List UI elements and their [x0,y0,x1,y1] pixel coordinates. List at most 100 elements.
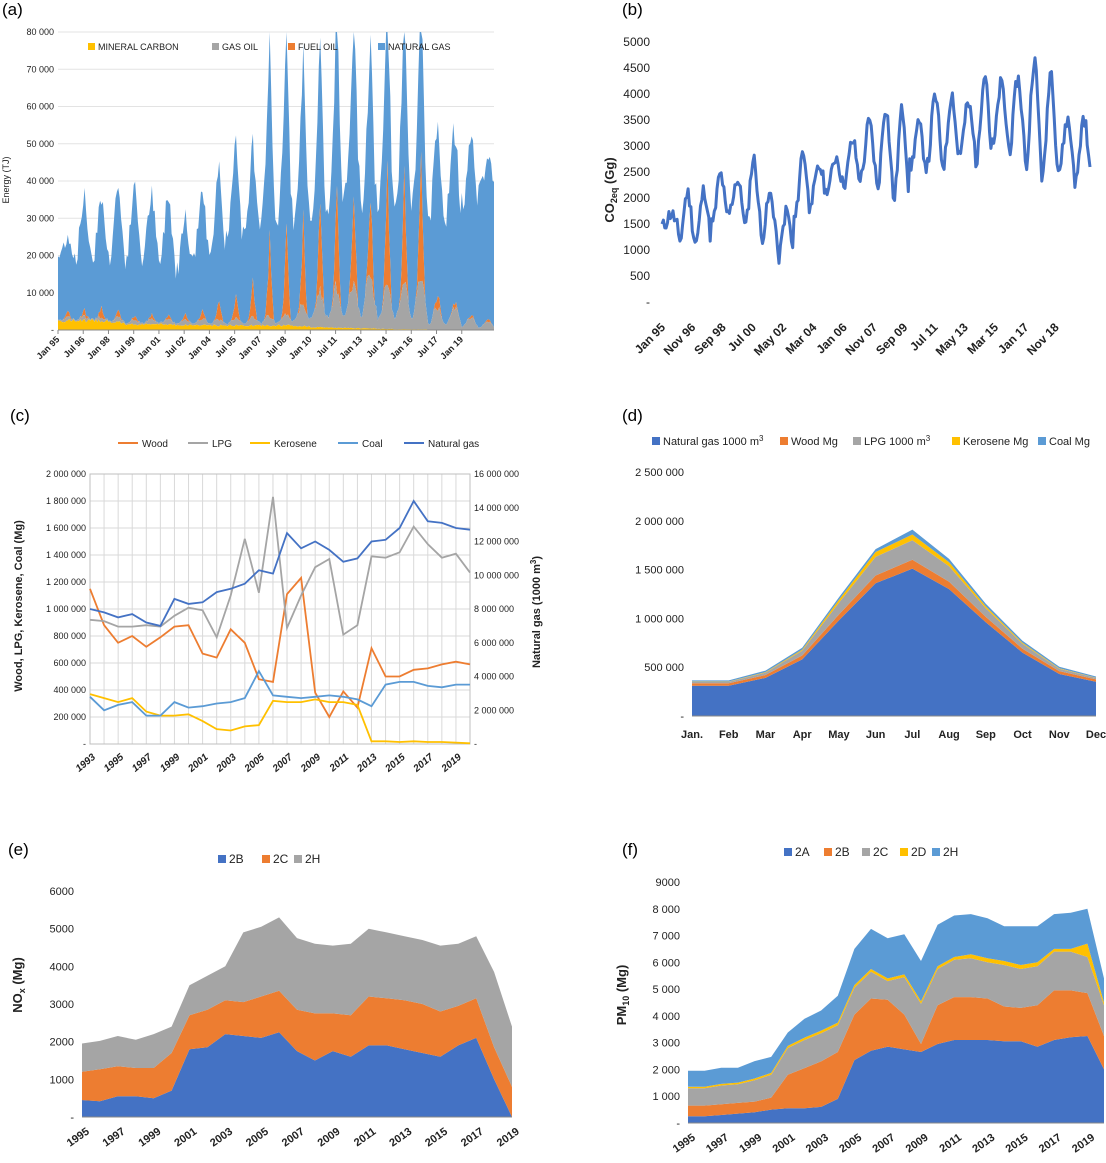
x-tick-label: 2015 [383,752,408,776]
y-tick-label: 5000 [50,924,74,936]
x-tick-label: Mar [756,729,776,741]
area-mineral-carbon [58,318,494,330]
x-tick-label: Jul 11 [314,334,339,359]
legend-label: GAS OIL [222,42,258,52]
x-tick-label: Jan 07 [236,334,263,361]
x-tick-label: Jul 02 [162,334,187,359]
y-tick-label: 50 000 [26,139,54,149]
x-tick-label: Dec [1086,729,1106,741]
chart-c-gridlines [89,473,471,745]
chart-f-areas [688,908,1104,1123]
area-gas-oil [58,274,494,330]
legend-swatch [784,848,792,856]
x-tick-label: Apr [793,729,813,741]
legend-swatch [900,848,908,856]
chart-d-legend: Natural gas 1000 m3 Wood Mg LPG 1000 m3 Ker… [652,434,1090,448]
legend-label: 2C [873,845,889,859]
chart-c-legend: Wood LPG Kerosene Coal Natural gas [118,439,479,450]
legend-swatch [862,848,870,856]
x-tick-label: Jul 05 [213,334,238,359]
area-fuel-oil [58,151,494,328]
panel-label-b: (b) [622,0,643,19]
x-tick-label: 2013 [387,1126,414,1150]
legend-swatch [294,855,302,863]
line-lpg [89,496,471,640]
y2-tick-label: 12 000 000 [474,537,519,547]
y-tick-label: 2000 [623,191,650,205]
line-wood [89,575,471,719]
legend-label: 2C [273,852,289,866]
legend-label: 2B [835,845,850,859]
y-tick-label: - [680,711,684,723]
x-tick-label: Nov 96 [661,320,699,358]
y-tick-label: 2 000 [652,1064,680,1076]
y-tick-label: 1000 [50,1074,74,1086]
y-tick-label: 200 000 [53,712,86,722]
y-tick-label: - [51,325,54,335]
legend-label: Kerosene Mg [963,436,1028,448]
x-tick-label: Jul 99 [112,334,137,359]
legend-swatch [88,43,95,50]
x-tick-label: Jan 19 [438,334,465,361]
x-tick-label: Jan 16 [388,334,415,361]
x-tick-label: 2005 [244,1126,271,1150]
legend-swatch [932,848,940,856]
x-tick-label: 2017 [1037,1132,1064,1156]
legend-swatch [262,855,270,863]
x-tick-label: 2003 [208,1126,235,1150]
co2-line [660,56,1092,265]
x-tick-label: Mar 04 [783,320,820,357]
panel-label-a: (a) [2,0,23,19]
x-tick-label: 1999 [136,1126,163,1150]
y-tick-label: 1 000 [652,1091,680,1103]
area-natural-gas-1000-m [692,568,1096,716]
x-tick-label: 1999 [737,1132,764,1156]
y-tick-label: 4000 [50,961,74,973]
legend-swatch [1038,437,1046,445]
y-tick-label: 30 000 [26,213,54,223]
x-tick-label: 1999 [158,752,182,775]
y-tick-label: 5 000 [652,984,680,996]
legend-label: 2A [795,845,810,859]
y-tick-label: 1000 [623,243,650,257]
chart-d: - 500 000 1 000 000 1 500 000 2 000 000 2 500… [635,434,1106,741]
x-tick-label: 2019 [1070,1132,1097,1156]
x-tick-label: 2007 [270,752,295,776]
y-tick-label: 1 400 000 [46,550,86,560]
x-tick-label: Jan 01 [135,334,162,361]
panel-label-c: (c) [10,406,30,425]
y-tick-label: 500 000 [644,662,684,674]
y-tick-label: 40 000 [26,176,54,186]
y-tick-label: 400 000 [53,685,86,695]
x-tick-label: Sep [976,729,996,741]
y-tick-label: 2 500 000 [635,467,684,479]
x-tick-label: 2017 [459,1126,486,1150]
x-tick-label: May 02 [751,320,789,358]
chart-a-legend: MINERAL CARBON GAS OIL FUEL OIL NATURAL GAS [88,42,451,52]
y-tick-label: 60 000 [26,102,54,112]
x-tick-label: Jul 08 [263,334,288,359]
legend-swatch [652,437,660,445]
x-tick-label: Nov 18 [1024,320,1062,358]
y-tick-label: 7 000 [652,931,680,943]
y-tick-label: - [83,739,86,749]
chart-b-ylabel: CO2eq (Gg) [602,157,619,222]
panel-label-f: (f) [622,840,639,859]
y-tick-label: 1 600 000 [46,523,86,533]
y-tick-label: 4500 [623,61,650,75]
x-tick-label: 2013 [970,1132,997,1156]
legend-label: MINERAL CARBON [98,42,179,52]
x-tick-label: 2011 [352,1126,378,1150]
legend-label: Coal [362,439,383,450]
y-tick-label: 20 000 [26,251,54,261]
x-tick-label: Mar 15 [964,320,1001,357]
x-tick-label: Feb [719,729,739,741]
x-tick-label: 1997 [704,1132,731,1156]
x-tick-label: 2019 [439,752,464,776]
x-tick-label: Nov 07 [842,320,880,358]
x-tick-label: Jul [904,729,920,741]
y-tick-label: 10 000 [26,288,54,298]
y-tick-label: 80 000 [26,27,54,37]
legend-label: NATURAL GAS [388,42,451,52]
y-tick-label: 70 000 [26,64,54,74]
